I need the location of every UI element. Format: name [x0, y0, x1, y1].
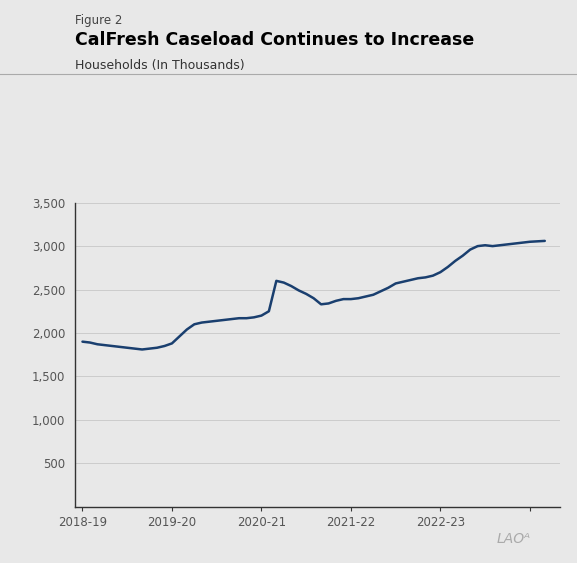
Text: LAOᴬ: LAOᴬ	[497, 532, 531, 546]
Text: Households (In Thousands): Households (In Thousands)	[75, 59, 245, 72]
Text: Figure 2: Figure 2	[75, 14, 122, 27]
Text: CalFresh Caseload Continues to Increase: CalFresh Caseload Continues to Increase	[75, 31, 474, 49]
